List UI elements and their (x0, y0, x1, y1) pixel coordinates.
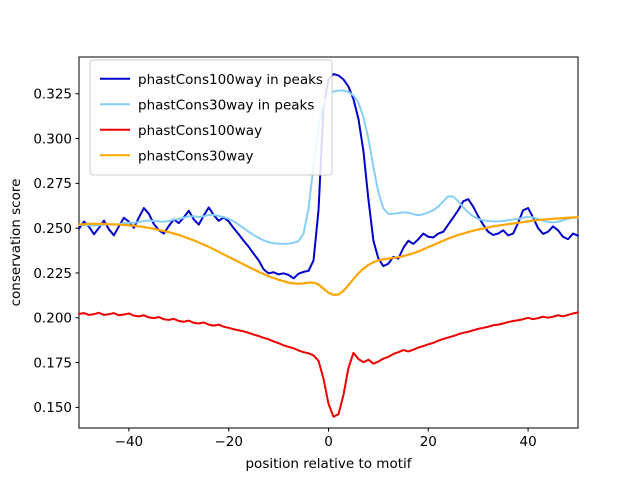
axis-layer: −40 −20 0 20 40 0.150 0.175 0.200 0.225 0.250 0.27… (8, 87, 537, 472)
y-tick-label: 0.275 (33, 176, 72, 192)
chart-legend[interactable]: phastCons100way in peaks phastCons30way i… (89, 59, 333, 176)
y-tick-label: 0.325 (33, 87, 72, 103)
y-tick-label: 0.150 (33, 400, 72, 416)
x-tick-label: 20 (420, 434, 437, 450)
legend-background (89, 59, 333, 176)
series-line-3 (77, 215, 580, 296)
legend-label-2: phastCons100way (138, 123, 262, 139)
y-tick-label: 0.175 (33, 355, 72, 371)
x-tick-label: 40 (520, 434, 537, 450)
x-tick-label: −40 (115, 434, 144, 450)
y-tick-label: 0.200 (33, 311, 72, 327)
y-tick-label: 0.300 (33, 131, 72, 147)
x-tick-label: −20 (214, 434, 243, 450)
legend-label-3: phastCons30way (138, 148, 253, 164)
x-axis-title: position relative to motif (245, 456, 412, 472)
y-tick-label: 0.225 (33, 266, 72, 282)
legend-label-0: phastCons100way in peaks (138, 72, 323, 88)
legend-label-1: phastCons30way in peaks (138, 97, 314, 113)
y-tick-label: 0.250 (33, 221, 72, 237)
x-tick-label: 0 (324, 434, 333, 450)
series-line-2 (78, 311, 579, 418)
y-axis-title: conservation score (8, 179, 24, 307)
